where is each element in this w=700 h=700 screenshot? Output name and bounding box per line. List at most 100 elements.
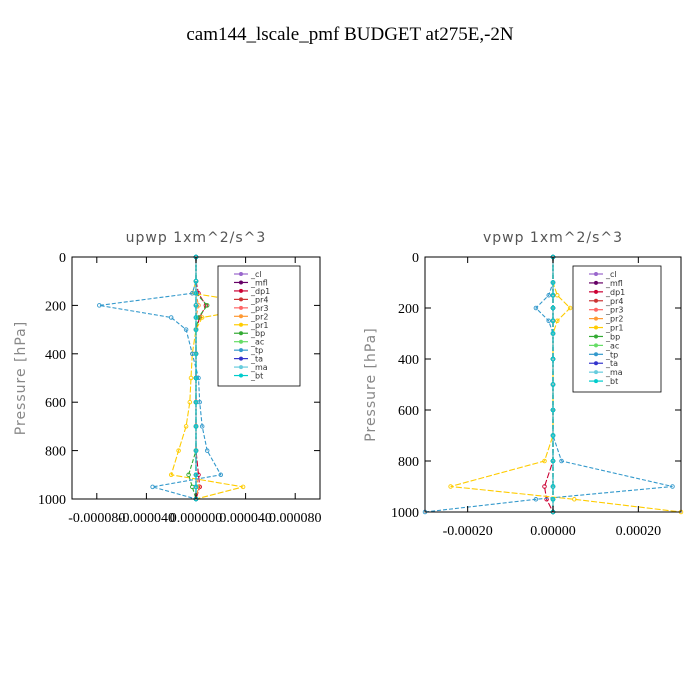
legend-entry: _tp (589, 350, 618, 359)
legend-label: _bp (605, 332, 620, 341)
series-point (193, 291, 199, 296)
x-tick-label: 0.000040 (219, 511, 272, 526)
series-point (193, 315, 199, 320)
series-point (559, 458, 564, 464)
series-point (550, 305, 556, 311)
legend-entry: _cl (234, 270, 262, 279)
legend-label: _cl (250, 270, 262, 279)
legend-marker (594, 280, 598, 285)
legend-label: _tp (250, 346, 263, 355)
legend-entry: _dp1 (234, 287, 270, 296)
x-tick-label: -0.00020 (443, 524, 493, 539)
series-point (555, 318, 560, 324)
series-point (176, 448, 181, 453)
series-point (448, 484, 453, 489)
legend-label: _ac (250, 338, 264, 347)
x-tick-label: 0.00020 (616, 524, 662, 539)
y-tick-label: 400 (398, 353, 419, 368)
series-point (196, 472, 201, 478)
series-point (196, 315, 201, 320)
chart-panel-1: upwp 1xm^2/s^3 Pressure [hPa] 0 200 400 600 80… (13, 230, 321, 526)
y-tick-label: 600 (398, 404, 419, 419)
series-point (183, 327, 189, 332)
series-point (550, 497, 556, 502)
y-tick-label: 400 (45, 348, 66, 363)
chart-panel-2: vpwp 1xm^2/s^3 Pressure [hPa] 0 200 400 600 80… (363, 230, 684, 539)
legend-label: _pr4 (250, 295, 268, 304)
series-point (193, 424, 199, 429)
legend-marker (239, 272, 243, 276)
legend-entry: _cl (589, 270, 617, 279)
series-point (550, 356, 556, 362)
legend-label: _ma (605, 368, 623, 377)
legend-marker (239, 305, 243, 310)
legend-marker (594, 334, 598, 339)
series-point (546, 318, 551, 324)
legend-marker (594, 361, 598, 366)
legend-marker (239, 322, 243, 327)
series-point (544, 497, 549, 502)
legend-marker (239, 365, 243, 370)
series-point (196, 303, 201, 308)
series-point (550, 318, 556, 324)
series-point (204, 448, 210, 453)
series-point (97, 303, 102, 308)
series-point (533, 497, 539, 502)
series-point (183, 424, 189, 429)
series-point (168, 315, 174, 320)
legend-entry: _pr3 (589, 306, 623, 315)
legend-marker (594, 316, 598, 321)
figure-title: cam144_lscale_pmf BUDGET at275E,-2N (186, 24, 514, 45)
legend-label: _pr4 (605, 297, 623, 306)
legend-label: _dp1 (250, 287, 270, 296)
panel-title: upwp 1xm^2/s^3 (126, 230, 267, 246)
series-point (168, 472, 174, 478)
chart-panels: upwp 1xm^2/s^3 Pressure [hPa] 0 200 400 600 80… (13, 230, 684, 539)
legend-marker (239, 339, 243, 344)
legend-label: _ta (250, 355, 263, 364)
legend-entry: _bt (234, 372, 263, 381)
x-tick-label: 0.00000 (530, 524, 576, 539)
series-point (193, 375, 199, 381)
series-point (193, 448, 199, 453)
panel-title: vpwp 1xm^2/s^3 (483, 230, 623, 246)
series-point (572, 497, 577, 502)
series-point (567, 305, 573, 311)
legend-label: _dp1 (605, 288, 625, 297)
x-tick-label: -0.000040 (118, 511, 175, 526)
series-point (150, 484, 155, 490)
legend-label: _mfl (250, 278, 268, 287)
series-point (193, 303, 199, 308)
series-point (550, 382, 556, 387)
legend-entry: _pr1 (589, 324, 623, 333)
series-line (170, 257, 271, 500)
legend-marker (239, 314, 243, 319)
y-tick-label: 1000 (38, 493, 66, 508)
series-point (193, 351, 199, 357)
legend-label: _ta (605, 359, 618, 368)
legend-marker (594, 272, 598, 276)
legend-entry: _pr1 (234, 321, 268, 330)
series-point (542, 458, 547, 464)
legend-label: _mfl (605, 279, 623, 288)
legend-label: _pr2 (605, 315, 623, 324)
legend-entry: _ta (234, 355, 263, 364)
y-tick-label: 200 (398, 302, 419, 317)
y-tick-label: 800 (45, 445, 66, 460)
legend-entry: _bp (234, 329, 265, 338)
legend-label: _pr1 (605, 324, 623, 333)
legend-label: _bt (250, 372, 263, 381)
legend-label: _tp (605, 350, 618, 359)
series-point (196, 484, 201, 490)
series-point (555, 293, 560, 298)
series-point (550, 293, 556, 298)
legend-label: _pr3 (250, 304, 268, 313)
legend-marker (594, 325, 598, 330)
legend-label: _bp (250, 329, 265, 338)
legend-entry: _bt (589, 377, 618, 386)
series-line (450, 257, 682, 513)
y-tick-label: 0 (59, 251, 66, 266)
series-point (533, 305, 539, 311)
legend-label: _bt (605, 377, 618, 386)
